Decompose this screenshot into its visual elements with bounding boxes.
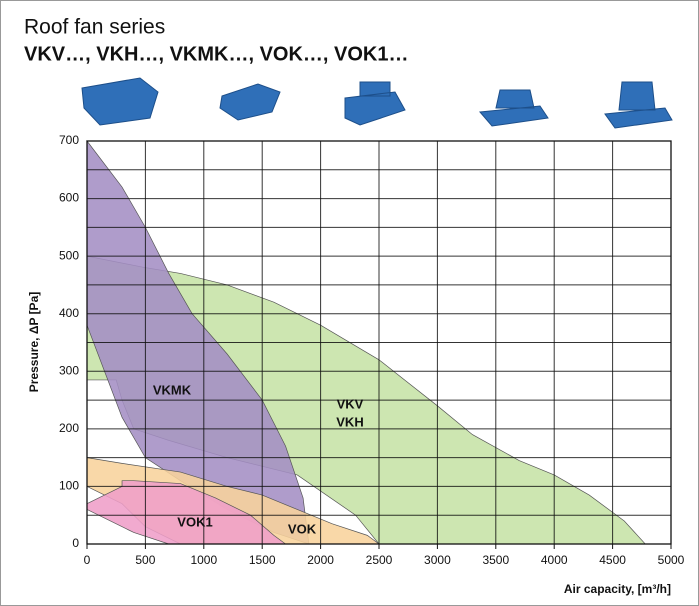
region-label: VKV	[337, 396, 364, 411]
region-label: VOK1	[177, 514, 212, 529]
icon	[604, 81, 673, 129]
region-label: VKH	[336, 414, 363, 429]
y-tick-label: 300	[59, 363, 79, 377]
icon	[219, 83, 281, 121]
y-tick-label: 100	[59, 479, 79, 493]
y-tick-label: 400	[59, 306, 79, 320]
y-axis-label: Pressure, ΔP [Pa]	[27, 292, 41, 392]
x-tick-label: 1500	[249, 553, 276, 567]
icon	[81, 77, 159, 126]
x-axis-label: Air capacity, [m³/h]	[564, 582, 671, 596]
y-tick-label: 700	[59, 133, 79, 147]
y-tick-label: 500	[59, 248, 79, 262]
y-tick-label: 200	[59, 421, 79, 435]
x-tick-label: 500	[135, 553, 155, 567]
x-tick-label: 4500	[599, 553, 626, 567]
chart-subtitle: VKV…, VKH…, VKMK…, VOK…, VOK1…	[24, 43, 409, 65]
x-tick-label: 0	[84, 553, 91, 567]
icon	[344, 81, 406, 126]
icon	[478, 89, 549, 127]
product-icons	[81, 77, 673, 129]
x-tick-label: 3000	[424, 553, 451, 567]
region-label: VOK	[288, 521, 317, 536]
x-tick-label: 2000	[307, 553, 334, 567]
region-label: VKMK	[153, 382, 192, 397]
y-tick-label: 600	[59, 191, 79, 205]
chart-title: Roof fan series	[24, 16, 165, 39]
y-tick-label: 0	[72, 536, 79, 550]
x-tick-label: 4000	[541, 553, 568, 567]
x-tick-label: 3500	[482, 553, 509, 567]
x-tick-label: 5000	[658, 553, 685, 567]
x-tick-label: 2500	[366, 553, 393, 567]
x-tick-label: 1000	[190, 553, 217, 567]
